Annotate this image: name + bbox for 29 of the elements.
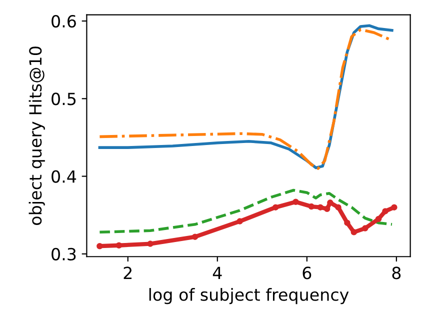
point <box>317 204 324 210</box>
y-tick-label: 0.3 <box>52 248 76 260</box>
x-axis-title: log of subject frequency <box>149 288 349 304</box>
point <box>236 218 243 224</box>
y-axis-title: object query Hits@10 <box>28 46 45 225</box>
point <box>147 240 154 247</box>
point <box>327 200 334 206</box>
point <box>391 204 398 210</box>
point <box>350 229 358 236</box>
point <box>335 204 342 210</box>
x-tick-label: 4 <box>212 266 222 280</box>
y-tick-label: 0.6 <box>52 14 76 28</box>
x-tick-label: 6 <box>302 266 312 280</box>
x-tick-label: 8 <box>392 266 401 280</box>
point <box>272 204 279 210</box>
point <box>375 216 382 222</box>
point <box>96 243 103 250</box>
line-series <box>98 188 394 234</box>
point <box>382 208 388 214</box>
point <box>292 198 299 206</box>
point <box>362 225 368 232</box>
point <box>116 242 122 248</box>
y-tick-label: 0.4 <box>52 170 76 183</box>
point <box>324 206 330 212</box>
point <box>192 234 198 240</box>
point <box>344 220 350 226</box>
point <box>308 203 315 210</box>
x-tick-label: 2 <box>124 266 132 280</box>
y-tick-label: 0.5 <box>52 92 76 106</box>
